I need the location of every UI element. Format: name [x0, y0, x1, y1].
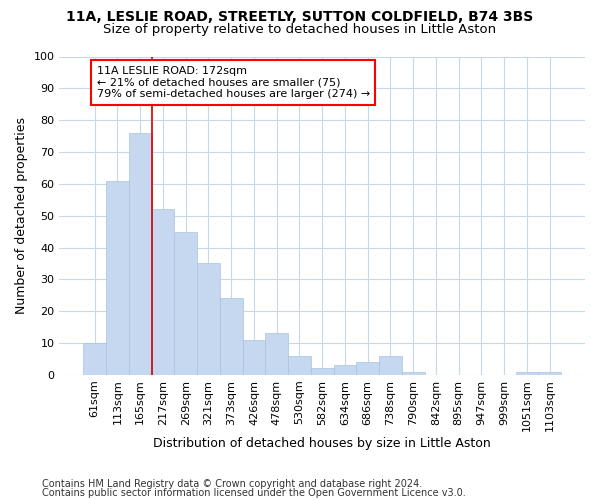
Bar [175, 232, 197, 375]
Bar [311, 368, 334, 375]
Bar [106, 180, 129, 375]
Bar [220, 298, 242, 375]
Text: 11A LESLIE ROAD: 172sqm
← 21% of detached houses are smaller (75)
79% of semi-de: 11A LESLIE ROAD: 172sqm ← 21% of detache… [97, 66, 370, 99]
Text: Contains public sector information licensed under the Open Government Licence v3: Contains public sector information licen… [42, 488, 466, 498]
X-axis label: Distribution of detached houses by size in Little Aston: Distribution of detached houses by size … [154, 437, 491, 450]
Bar [152, 210, 175, 375]
Text: Contains HM Land Registry data © Crown copyright and database right 2024.: Contains HM Land Registry data © Crown c… [42, 479, 422, 489]
Bar [288, 356, 311, 375]
Bar [334, 366, 356, 375]
Bar [197, 264, 220, 375]
Bar [83, 343, 106, 375]
Bar [129, 133, 152, 375]
Bar [265, 334, 288, 375]
Text: Size of property relative to detached houses in Little Aston: Size of property relative to detached ho… [103, 22, 497, 36]
Y-axis label: Number of detached properties: Number of detached properties [15, 117, 28, 314]
Bar [515, 372, 538, 375]
Bar [356, 362, 379, 375]
Bar [242, 340, 265, 375]
Text: 11A, LESLIE ROAD, STREETLY, SUTTON COLDFIELD, B74 3BS: 11A, LESLIE ROAD, STREETLY, SUTTON COLDF… [67, 10, 533, 24]
Bar [379, 356, 402, 375]
Bar [538, 372, 561, 375]
Bar [402, 372, 425, 375]
